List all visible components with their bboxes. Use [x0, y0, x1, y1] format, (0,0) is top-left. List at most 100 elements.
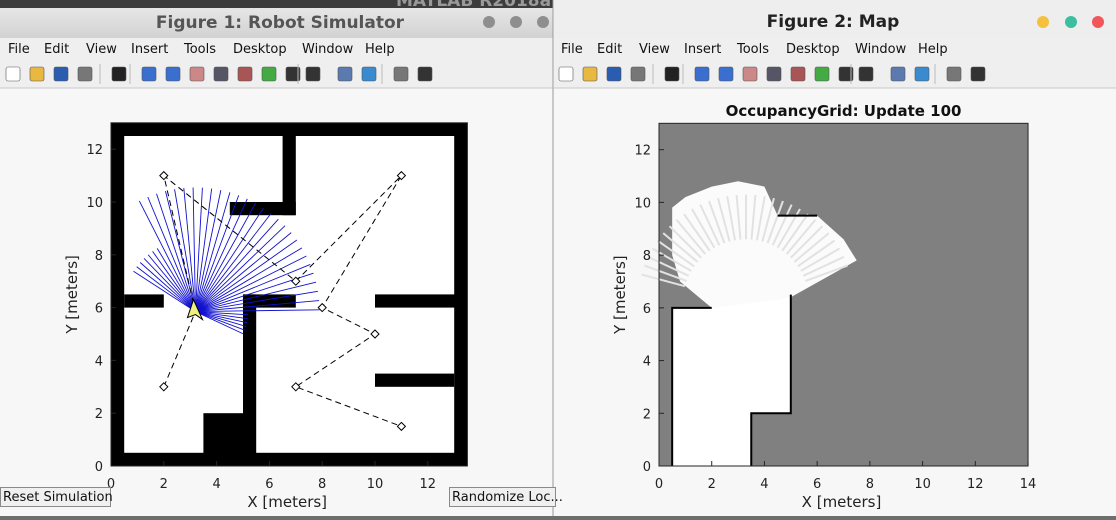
menu-item[interactable]: Tools	[736, 42, 769, 57]
waypoint	[291, 382, 301, 392]
toolbar-button[interactable]	[814, 66, 830, 82]
scan-texture	[647, 255, 690, 277]
maximize-button[interactable]	[510, 16, 522, 28]
toolbar-button[interactable]	[946, 66, 962, 82]
lidar-ray	[195, 311, 246, 331]
toolbar-button[interactable]	[189, 66, 205, 82]
y-tick-label: 12	[86, 143, 103, 158]
menu-item[interactable]: Tools	[183, 42, 216, 57]
toolbar-button[interactable]	[165, 66, 181, 82]
waypoint	[317, 302, 327, 313]
wall	[124, 294, 164, 308]
toolbar-button[interactable]	[417, 66, 433, 82]
toolbar-button[interactable]	[393, 66, 409, 82]
toolbar-button[interactable]	[694, 66, 710, 82]
toolbar-button[interactable]	[237, 66, 253, 82]
toolbar-button[interactable]	[582, 66, 598, 82]
lidar-ray	[147, 254, 196, 312]
toolbar-button[interactable]	[305, 66, 321, 82]
scan-texture	[735, 194, 742, 240]
toolbar-button[interactable]	[858, 66, 874, 82]
toolbar-button[interactable]	[111, 66, 127, 82]
toolbar-button[interactable]	[285, 66, 301, 82]
lidar-ray	[195, 218, 279, 312]
toolbar-button[interactable]	[77, 66, 93, 82]
toolbar-button[interactable]	[790, 66, 806, 82]
menu-item[interactable]: Help	[365, 42, 395, 57]
y-tick-label: 8	[643, 249, 651, 264]
toolbar-button[interactable]	[838, 66, 854, 82]
minimize-button[interactable]	[483, 16, 495, 28]
lidar-ray	[195, 190, 222, 312]
button-label[interactable]: Reset Simulation	[3, 490, 113, 505]
lidar-ray	[195, 225, 286, 312]
toolbar-button[interactable]	[337, 66, 353, 82]
y-tick-label: 8	[95, 249, 103, 264]
maximize-button[interactable]	[1065, 16, 1077, 28]
axes: 0 2 4 6 8 10 12 0 2 4 6 8 10 12 X [meters] Y [meters]	[63, 122, 468, 511]
toolbar-button[interactable]	[53, 66, 69, 82]
menu-item[interactable]: View	[639, 42, 670, 57]
button[interactable]	[0, 487, 111, 507]
toolbar-button[interactable]	[890, 66, 906, 82]
scan-texture	[802, 255, 845, 277]
axes-box	[658, 122, 1029, 467]
close-button[interactable]	[1092, 16, 1104, 28]
menu-item[interactable]: Edit	[44, 42, 69, 57]
minimize-button[interactable]	[1037, 16, 1049, 28]
lidar-ray	[195, 311, 244, 335]
x-tick-label: 10	[914, 477, 931, 492]
toolbar-button[interactable]	[141, 66, 157, 82]
lidar-ray	[195, 311, 247, 327]
toolbar-button[interactable]	[261, 66, 277, 82]
x-tick-label: 8	[866, 477, 874, 492]
menu-item[interactable]: View	[86, 42, 117, 57]
toolbar-button[interactable]	[29, 66, 45, 82]
button-label[interactable]: Randomize Loc...	[452, 490, 563, 505]
toolbar-button[interactable]	[742, 66, 758, 82]
menu-item[interactable]: Window	[302, 42, 354, 57]
lidar-ray	[139, 262, 196, 312]
toolbar-button[interactable]	[718, 66, 734, 82]
lidar-ray	[195, 239, 298, 312]
toolbar-button[interactable]	[914, 66, 930, 82]
menu-item[interactable]: File	[8, 42, 30, 57]
x-tick-label: 6	[813, 477, 821, 492]
menu-item[interactable]: Help	[918, 42, 948, 57]
lidar-ray	[195, 311, 248, 324]
toolbar-button[interactable]	[606, 66, 622, 82]
toolbar-button[interactable]	[970, 66, 986, 82]
toolbar-button[interactable]	[630, 66, 646, 82]
close-button[interactable]	[537, 16, 549, 28]
scan-texture	[699, 204, 721, 246]
menu-toolbar-bg	[0, 38, 556, 88]
toolbar-button[interactable]	[558, 66, 574, 82]
menu-item[interactable]: Window	[855, 42, 907, 57]
axes: OccupancyGrid: Update 100 0 2 4 6 8 10 12 14 0 2 4 6…	[611, 102, 1036, 511]
x-tick-label: 12	[967, 477, 984, 492]
menu-item[interactable]: Insert	[684, 42, 721, 57]
menu-item[interactable]: Desktop	[233, 42, 287, 57]
scan-texture	[726, 195, 736, 241]
menu-item[interactable]: Insert	[131, 42, 168, 57]
toolbar-button[interactable]	[5, 66, 21, 82]
menu-toolbar-bg	[554, 38, 1116, 88]
waypoint	[291, 276, 301, 286]
toolbar-button[interactable]	[361, 66, 377, 82]
scan-texture	[656, 239, 695, 268]
occupied-edge	[671, 306, 712, 466]
x-tick-label: 6	[265, 477, 273, 492]
button[interactable]	[449, 487, 556, 507]
menu-item[interactable]: Edit	[597, 42, 622, 57]
scan-texture	[797, 239, 836, 268]
toolbar-button[interactable]	[664, 66, 680, 82]
y-axis-label: Y [meters]	[63, 255, 81, 335]
y-tick-label: 0	[643, 460, 651, 475]
toolbar-button[interactable]	[213, 66, 229, 82]
menu-item[interactable]: Desktop	[786, 42, 840, 57]
lidar-ray	[152, 251, 196, 312]
scan-texture	[668, 225, 702, 259]
menu-item[interactable]: File	[561, 42, 583, 57]
toolbar-button[interactable]	[766, 66, 782, 82]
scan-texture	[793, 232, 830, 263]
